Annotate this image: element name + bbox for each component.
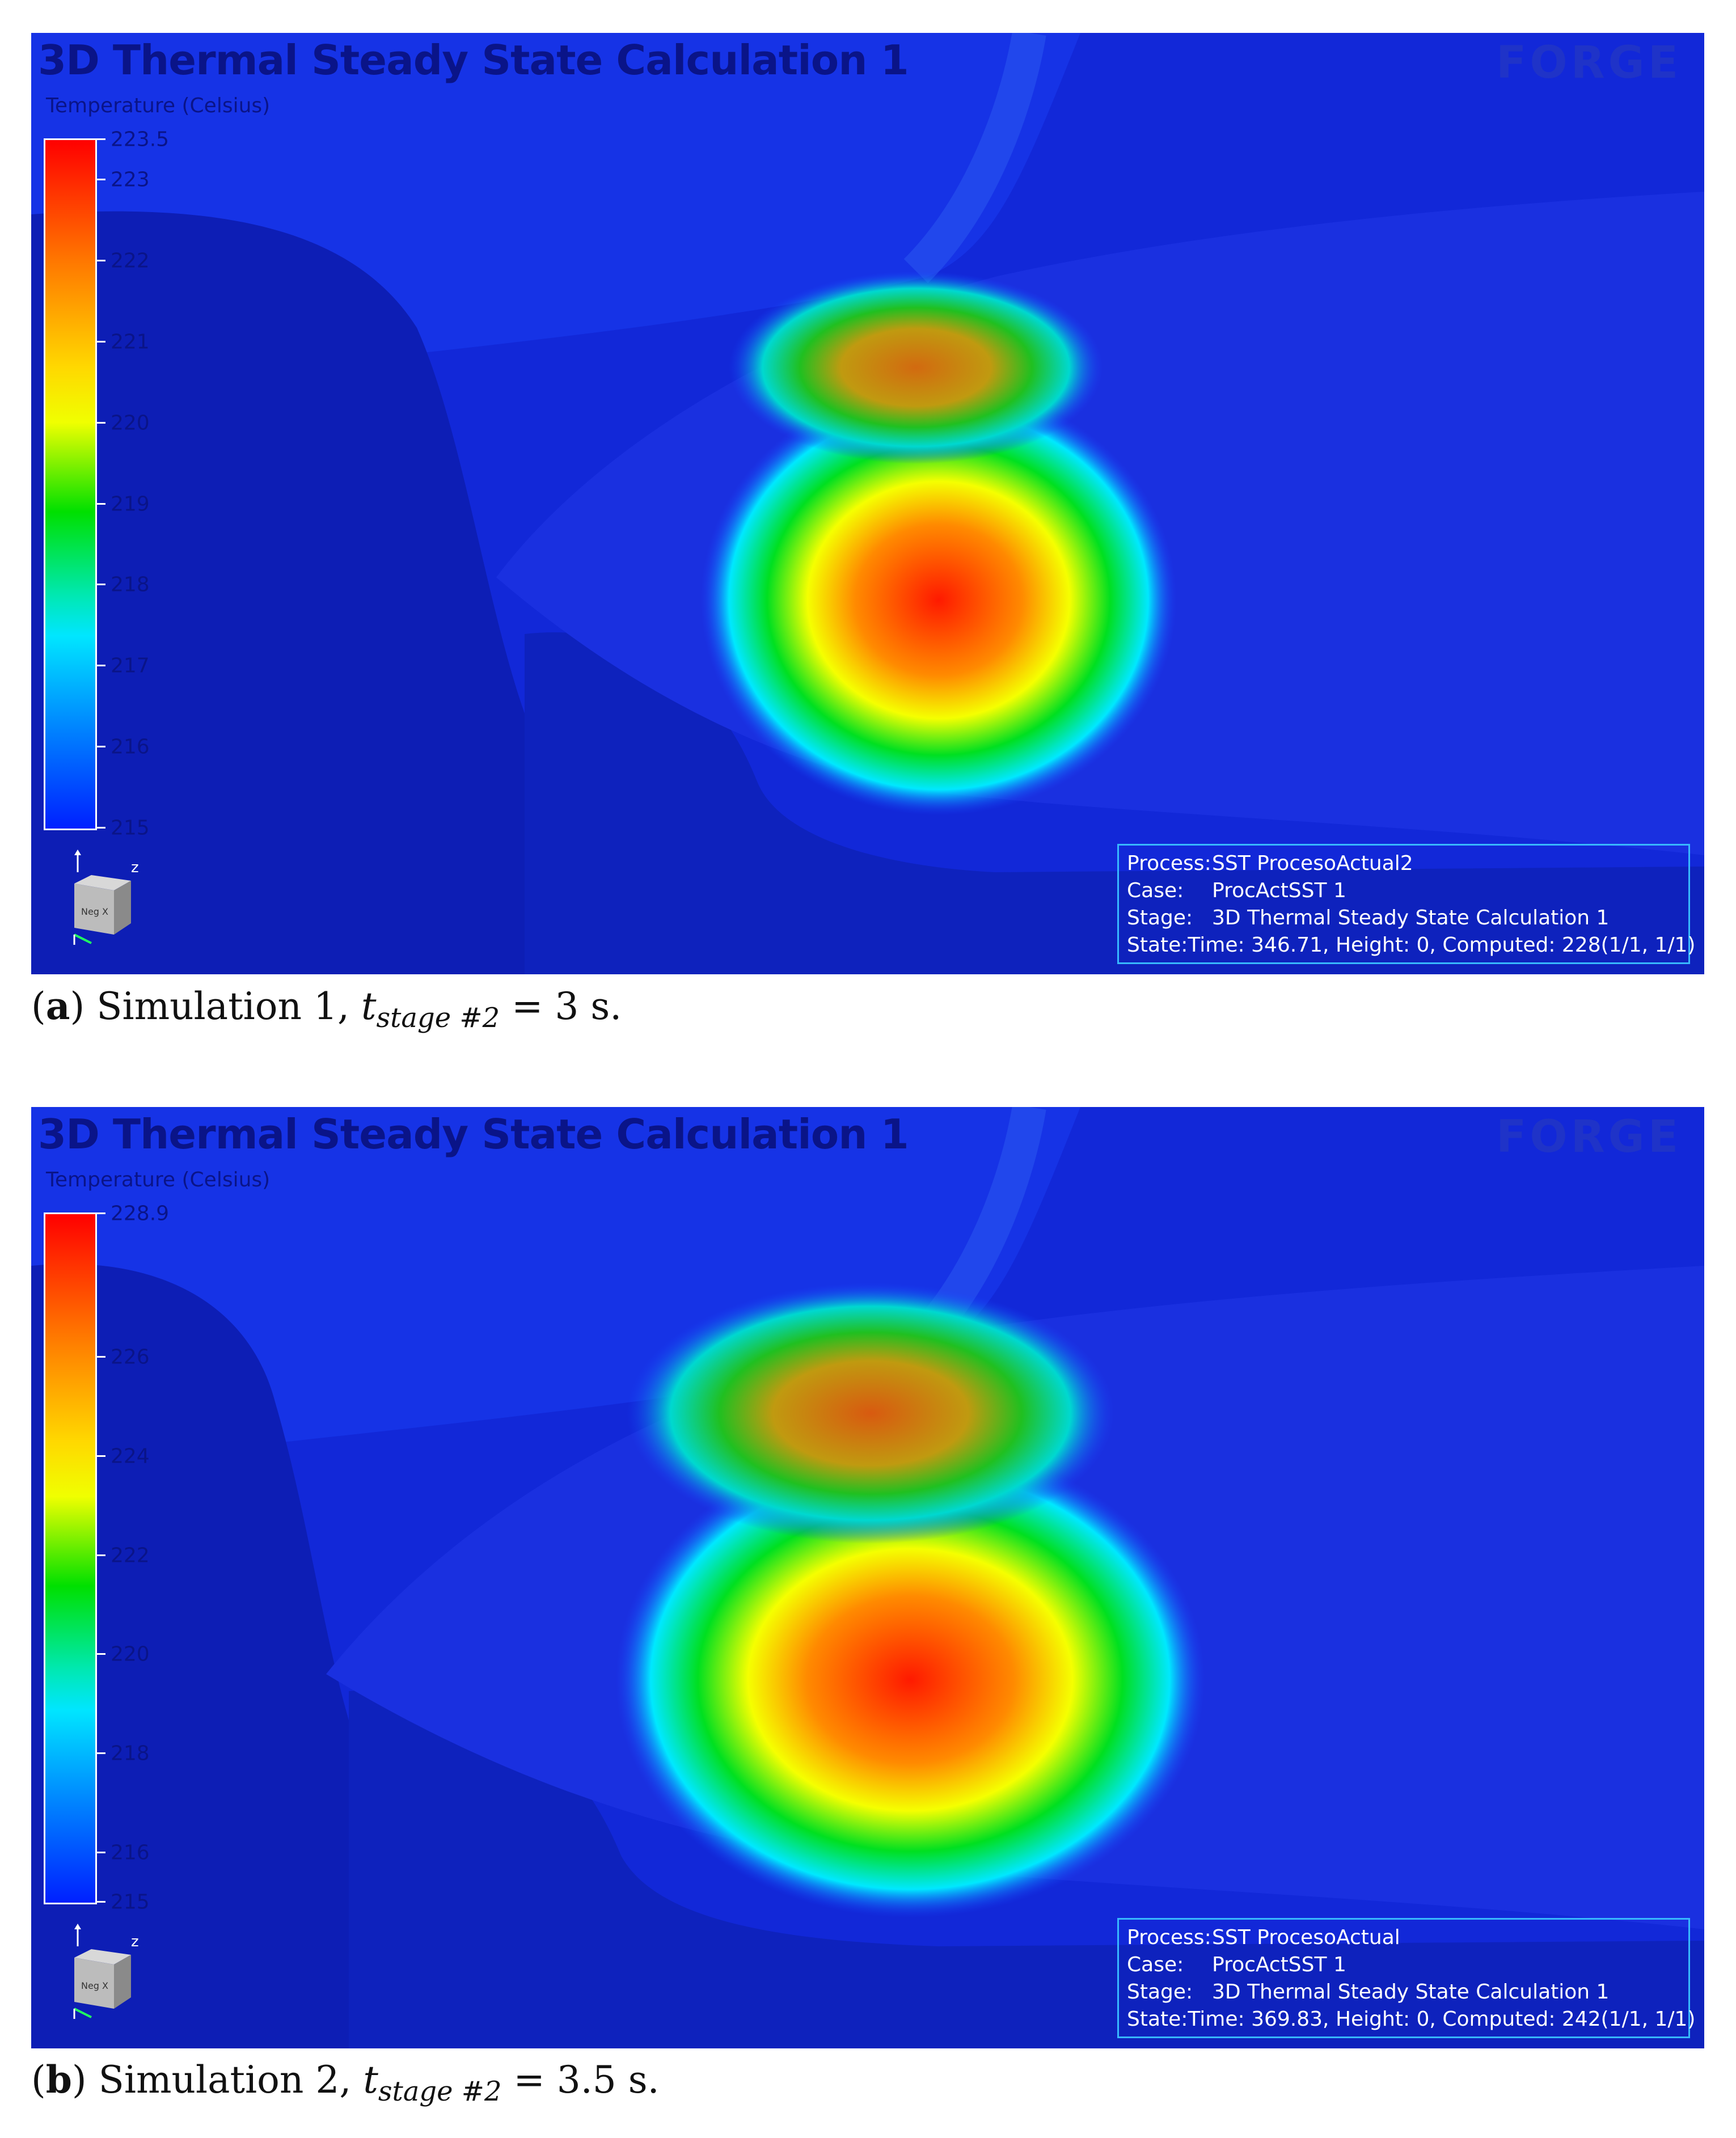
case-value: ProcActSST 1 <box>1212 1953 1346 1976</box>
legend-tick-label: 223 <box>111 168 150 192</box>
stage-value: 3D Thermal Steady State Calculation 1 <box>1212 906 1610 929</box>
legend-tick <box>96 665 105 666</box>
legend-tick-label: 224 <box>111 1444 150 1468</box>
legend-tick <box>96 138 105 140</box>
cube-face-label: Neg X <box>81 1980 108 1991</box>
simulation-panel-b: 3D Thermal Steady State Calculation 1 FO… <box>31 1107 1704 2048</box>
temperature-color-bar <box>44 138 97 830</box>
axis-z-label: z <box>131 1933 139 1950</box>
legend-tick <box>96 260 105 261</box>
legend-tick-label: 221 <box>111 330 150 354</box>
stage-label: Stage: <box>1127 906 1193 929</box>
temperature-color-bar <box>44 1212 97 1904</box>
stage-value: 3D Thermal Steady State Calculation 1 <box>1212 1980 1610 2004</box>
orientation-cube-icon[interactable]: Neg X z <box>57 850 142 946</box>
legend-tick-label: 223.5 <box>111 128 170 151</box>
case-label: Case: <box>1127 879 1184 902</box>
thermal-render-b <box>31 1107 1704 2048</box>
legend-tick-label: 218 <box>111 1742 150 1765</box>
caption-b: (b) Simulation 2, tstage #2 = 3.5 s. <box>31 2057 660 2108</box>
caption-value: = 3 s. <box>512 985 622 1028</box>
legend-tick <box>96 179 105 180</box>
caption-variable: t <box>361 985 377 1028</box>
simulation-info-box: Process: SST ProcesoActual Case: ProcActSS… <box>1117 1918 1695 2038</box>
legend-tick <box>96 422 105 424</box>
thermal-render-a <box>31 33 1704 974</box>
legend-tick-label: 216 <box>111 1841 150 1865</box>
legend-tick-label: 228.9 <box>111 1202 170 1226</box>
cube-face-label: Neg X <box>81 906 108 917</box>
panel-title: 3D Thermal Steady State Calculation 1 <box>38 36 909 84</box>
process-value: SST ProcesoActual <box>1212 1926 1400 1949</box>
forge-logo: FORGE <box>1496 1112 1682 1163</box>
simulation-panel-a: 3D Thermal Steady State Calculation 1 FO… <box>31 33 1704 974</box>
process-label: Process: <box>1127 852 1211 875</box>
legend-tick <box>96 584 105 585</box>
legend-tick <box>96 827 105 829</box>
legend-tick <box>96 1653 105 1655</box>
legend-tick-label: 217 <box>111 654 150 678</box>
state-value: Time: 369.83, Height: 0, Computed: 242(1… <box>1188 2008 1696 2031</box>
panel-title: 3D Thermal Steady State Calculation 1 <box>38 1110 909 1158</box>
axis-z-label: z <box>131 859 139 876</box>
case-label: Case: <box>1127 1953 1184 1976</box>
legend-tick-label: 222 <box>111 249 150 273</box>
state-value: Time: 346.71, Height: 0, Computed: 228(1… <box>1188 933 1696 957</box>
legend-tick <box>96 1901 105 1903</box>
caption-text: Simulation 2, <box>98 2058 352 2102</box>
legend-tick <box>96 503 105 505</box>
state-label: State: <box>1127 933 1188 957</box>
legend-tick-label: 220 <box>111 411 150 435</box>
process-value: SST ProcesoActual2 <box>1212 852 1413 875</box>
legend-tick-label: 218 <box>111 573 150 597</box>
legend-tick <box>96 1455 105 1457</box>
legend-tick-label: 222 <box>111 1544 150 1567</box>
simulation-info-box: Process: SST ProcesoActual2 Case: ProcActS… <box>1117 844 1695 964</box>
legend-tick <box>96 1554 105 1556</box>
orientation-cube-icon[interactable]: Neg X z <box>57 1924 142 2020</box>
legend-tick-label: 219 <box>111 492 150 516</box>
legend-tick <box>96 746 105 747</box>
forge-logo: FORGE <box>1496 37 1682 88</box>
legend-tick-label: 215 <box>111 816 150 840</box>
caption-value: = 3.5 s. <box>513 2058 660 2102</box>
caption-subscript: stage #2 <box>378 2076 502 2108</box>
caption-letter: a <box>45 984 70 1028</box>
legend-tick <box>96 1852 105 1853</box>
caption-variable: t <box>363 2058 378 2102</box>
legend-tick <box>96 1752 105 1754</box>
legend-tick-label: 226 <box>111 1345 150 1369</box>
legend-tick-label: 215 <box>111 1890 150 1914</box>
caption-subscript: stage #2 <box>376 1002 500 1034</box>
legend-tick-label: 216 <box>111 735 150 759</box>
legend-tick <box>96 1212 105 1214</box>
legend-tick <box>96 1356 105 1358</box>
state-label: State: <box>1127 2008 1188 2031</box>
caption-text: Simulation 1, <box>96 985 349 1028</box>
legend-title: Temperature (Celsius) <box>46 1168 271 1191</box>
stage-label: Stage: <box>1127 1980 1193 2004</box>
legend-tick <box>96 341 105 343</box>
caption-letter: b <box>45 2057 72 2102</box>
process-label: Process: <box>1127 1926 1211 1949</box>
legend-title: Temperature (Celsius) <box>46 94 271 117</box>
caption-a: (a) Simulation 1, tstage #2 = 3 s. <box>31 984 622 1034</box>
case-value: ProcActSST 1 <box>1212 879 1346 902</box>
legend-tick-label: 220 <box>111 1642 150 1666</box>
